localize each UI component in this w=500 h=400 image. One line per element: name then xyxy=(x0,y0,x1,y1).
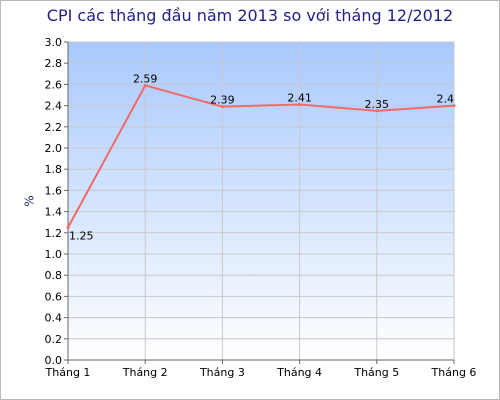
x-tick-label: Tháng 4 xyxy=(276,366,322,379)
x-tick-label: Tháng 5 xyxy=(353,366,399,379)
x-tick-label: Tháng 3 xyxy=(199,366,245,379)
y-tick-label: 0.4 xyxy=(45,312,63,325)
y-tick-label: 3.0 xyxy=(45,36,63,49)
y-tick-label: 1.0 xyxy=(45,248,63,261)
y-tick-label: 2.0 xyxy=(45,142,63,155)
chart-title: CPI các tháng đầu năm 2013 so với tháng … xyxy=(46,6,454,25)
y-tick-label: 1.4 xyxy=(45,206,63,219)
y-tick-label: 2.2 xyxy=(45,121,63,134)
y-tick-label: 1.2 xyxy=(45,227,63,240)
y-tick-label: 1.8 xyxy=(45,163,63,176)
data-label: 2.41 xyxy=(287,92,312,105)
x-tick-label: Tháng 2 xyxy=(122,366,168,379)
y-tick-label: 0.0 xyxy=(45,354,63,367)
tick-labels: 0.0 0.2 0.4 0.6 0.8 1.0 1.2 1.4 1.6 1.8 2.0 2.2 2.4 2… xyxy=(45,36,477,379)
data-point xyxy=(143,83,147,87)
y-tick-label: 2.8 xyxy=(45,57,63,70)
x-tick-label: Tháng 6 xyxy=(431,366,477,379)
x-tick-label: Tháng 1 xyxy=(45,366,91,379)
data-label: 2.59 xyxy=(133,72,158,85)
data-label: 2.35 xyxy=(365,98,390,111)
y-tick-label: 0.6 xyxy=(45,290,63,303)
data-labels: 1.25 2.59 2.39 2.41 2.35 2.4 xyxy=(69,72,454,242)
data-label: 2.39 xyxy=(210,94,235,107)
data-point xyxy=(220,105,224,109)
data-point xyxy=(452,104,456,108)
y-tick-label: 2.4 xyxy=(45,100,63,113)
series-line xyxy=(67,84,455,228)
data-point xyxy=(298,103,302,107)
y-tick-label: 0.2 xyxy=(45,333,63,346)
data-point xyxy=(66,226,70,229)
plot-area xyxy=(68,42,454,360)
data-label: 1.25 xyxy=(69,230,94,243)
series xyxy=(66,83,456,229)
y-tick-label: 2.6 xyxy=(45,78,63,91)
data-point xyxy=(375,109,379,113)
y-tick-label: 0.8 xyxy=(45,269,63,282)
data-label: 2.4 xyxy=(437,93,455,106)
axes xyxy=(64,41,455,364)
y-tick-label: 1.6 xyxy=(45,184,63,197)
